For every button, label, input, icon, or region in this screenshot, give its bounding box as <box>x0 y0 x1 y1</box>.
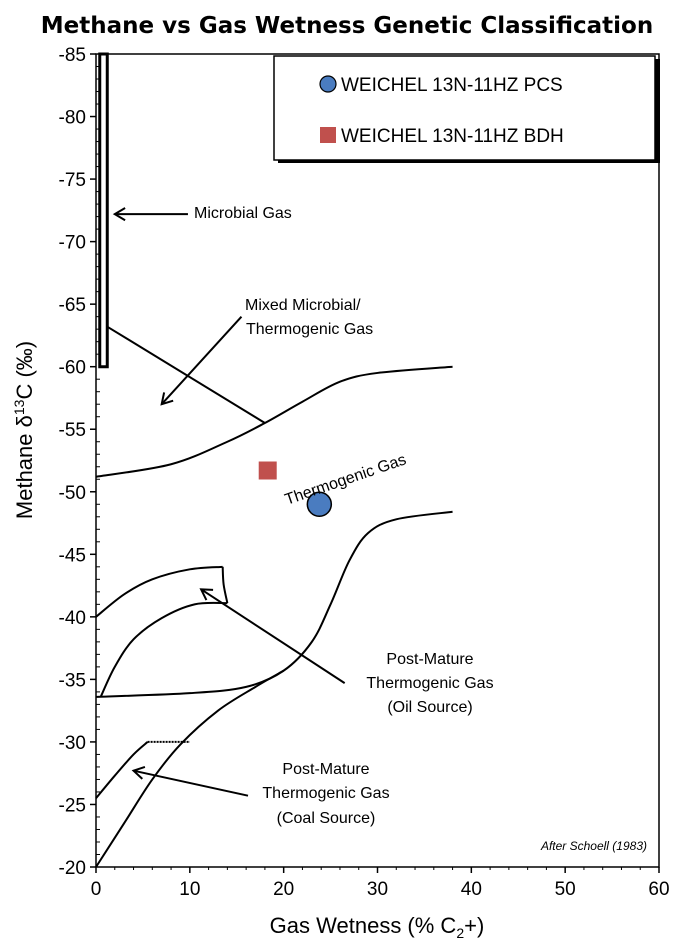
oil-source-inner-boundary <box>99 601 228 698</box>
y-tick-label: -75 <box>59 170 86 191</box>
legend-marker-square <box>320 127 336 143</box>
annotation-post-mature-coal-line2: Thermogenic Gas <box>262 785 389 802</box>
legend-marker-circle <box>319 75 337 93</box>
x-tick-label: 30 <box>367 879 388 900</box>
post-mature-oil-arrow <box>200 588 346 684</box>
microbial-arrow-head <box>112 207 126 222</box>
annotation-post-mature-coal-line3: (Coal Source) <box>277 810 376 827</box>
thermogenic-lower-boundary <box>95 510 453 698</box>
y-tick-label: -40 <box>59 608 86 629</box>
oil-source-outer-boundary <box>95 565 223 618</box>
source-credit: After Schoell (1983) <box>540 839 647 853</box>
x-tick-label: 10 <box>179 879 200 900</box>
annotation-post-mature-oil-line3: (Oil Source) <box>387 699 472 716</box>
y-tick-label: -55 <box>59 420 86 441</box>
annotation-post-mature-coal-line1: Post-Mature <box>282 761 369 778</box>
legend-label-bdh: WEICHEL 13N-11HZ BDH <box>341 126 564 147</box>
coal-source-outer-boundary <box>95 741 149 799</box>
mixed-arrow-head <box>160 392 174 406</box>
annotation-post-mature-oil-line2: Thermogenic Gas <box>366 675 493 692</box>
data-point-pcs <box>306 491 333 518</box>
y-tick-label: -50 <box>59 483 86 504</box>
thermogenic-upper-boundary <box>95 365 453 478</box>
x-tick-label: 60 <box>648 879 669 900</box>
oil-source-right-boundary <box>221 566 229 604</box>
mixed-arrow <box>160 315 243 405</box>
annotation-mixed-line2: Thermogenic Gas <box>246 321 373 338</box>
post-mature-oil-arrow-head <box>199 588 214 601</box>
annotation-thermogenic-gas: Thermogenic Gas <box>283 451 409 508</box>
y-tick-label: -20 <box>59 858 86 879</box>
classification-field-boundaries <box>95 52 453 868</box>
legend-label-pcs: WEICHEL 13N-11HZ PCS <box>341 75 563 96</box>
x-axis-ticks: 0 10 20 30 40 50 60 <box>91 867 670 900</box>
coal-source-lower-boundary <box>95 669 285 868</box>
x-axis-label: Gas Wetness (% C2+) <box>270 913 485 941</box>
y-tick-label: -35 <box>59 670 86 691</box>
post-mature-coal-arrow <box>133 769 249 797</box>
annotation-mixed-line1: Mixed Microbial/ <box>245 297 361 314</box>
annotation-post-mature-oil-line1: Post-Mature <box>386 651 473 668</box>
annotation-arrows <box>112 207 346 797</box>
y-tick-label: -25 <box>59 795 86 816</box>
y-axis-ticks: -20 -25 -30 -35 -40 -45 -50 -55 -60 -65 -70 -75 -80 -… <box>59 45 100 879</box>
x-tick-label: 20 <box>273 879 294 900</box>
data-point-bdh <box>258 461 277 480</box>
y-tick-label: -60 <box>59 358 86 379</box>
y-tick-label: -70 <box>59 233 86 254</box>
legend: WEICHEL 13N-11HZ PCS WEICHEL 13N-11HZ BD… <box>273 55 660 163</box>
y-tick-label: -45 <box>59 545 86 566</box>
y-tick-label: -65 <box>59 295 86 316</box>
y-tick-label: -80 <box>59 108 86 129</box>
x-tick-label: 0 <box>91 879 102 900</box>
y-tick-label: -30 <box>59 733 86 754</box>
y-tick-label: -85 <box>59 45 86 66</box>
x-tick-label: 40 <box>461 879 482 900</box>
annotation-microbial-gas: Microbial Gas <box>194 205 292 222</box>
mixed-gas-boundary <box>106 325 266 424</box>
post-mature-coal-arrow-head <box>131 765 146 780</box>
legend-box <box>273 55 656 161</box>
microbial-gas-field <box>98 52 109 369</box>
y-axis-label: Methane δ13C (‰) <box>11 341 37 519</box>
data-points <box>258 461 333 518</box>
x-tick-label: 50 <box>555 879 576 900</box>
chart-title: Methane vs Gas Wetness Genetic Classific… <box>41 13 653 39</box>
